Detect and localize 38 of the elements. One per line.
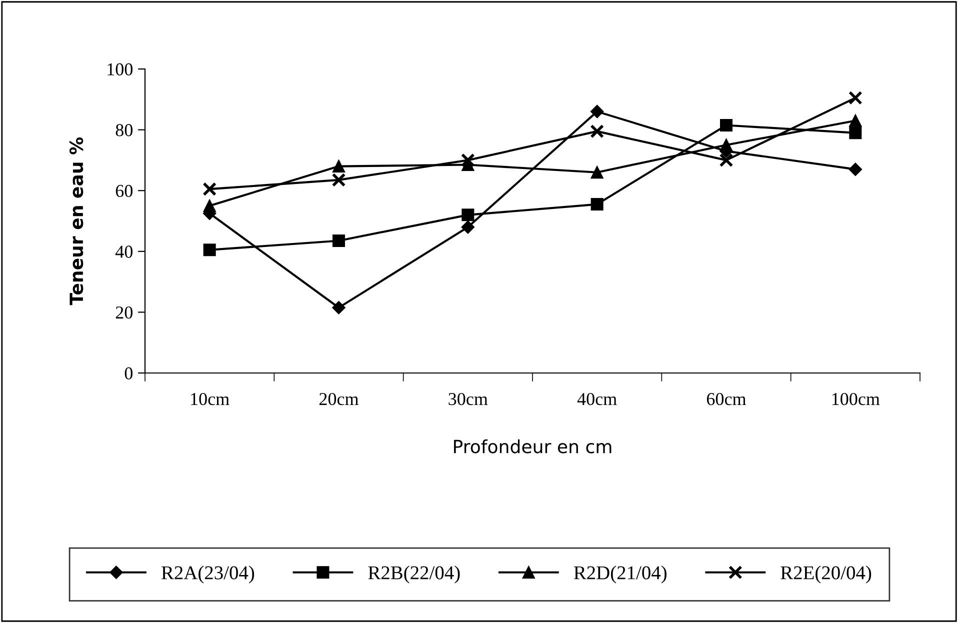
point: [590, 198, 604, 211]
x-tick-label: 30cm: [448, 392, 488, 406]
point: [720, 118, 732, 132]
y-tick-label: 20: [116, 306, 133, 319]
point: [332, 301, 346, 314]
y-tick-label: 40: [115, 246, 133, 258]
point: [332, 234, 345, 248]
point: [848, 162, 862, 176]
point: [460, 153, 475, 168]
point: [202, 182, 217, 196]
legend-label: R2D(21/04): [574, 566, 666, 584]
y-tick-label: 0: [124, 367, 133, 380]
y-tick-label: 60: [116, 184, 133, 198]
point: [203, 244, 216, 256]
x-tick-label: 60cm: [706, 392, 746, 406]
x-tick-label: 10cm: [191, 392, 230, 406]
x-tick-label: 100cm: [832, 392, 880, 406]
x-axis-title: Profondeur en cm: [454, 439, 612, 454]
legend-label: R2E(20/04): [780, 566, 872, 584]
point: [332, 173, 346, 187]
y-axis-title: Teneur en eau %: [70, 137, 84, 306]
point: [848, 90, 862, 105]
point: [849, 126, 862, 140]
point: [332, 160, 345, 173]
point: [462, 158, 474, 172]
point: [590, 124, 604, 138]
point: [719, 153, 734, 168]
y-tick-label: 80: [116, 124, 133, 136]
point: [590, 166, 604, 179]
y-tick-label: 100: [108, 63, 133, 76]
point: [462, 208, 474, 222]
x-tick-label: 40cm: [577, 392, 617, 406]
legend-label: R2A(23/04): [162, 566, 254, 584]
point: [590, 104, 604, 118]
x-tick-label: 20cm: [319, 392, 359, 406]
point: [461, 220, 475, 234]
point: [849, 114, 862, 127]
legend-label: R2B(22/04): [368, 566, 460, 584]
